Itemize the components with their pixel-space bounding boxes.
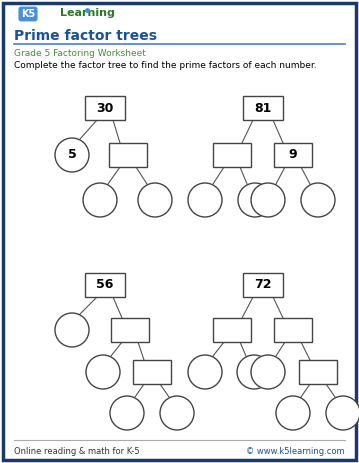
Circle shape [238, 183, 272, 217]
FancyBboxPatch shape [213, 318, 251, 342]
FancyBboxPatch shape [213, 143, 251, 167]
Circle shape [276, 396, 310, 430]
Text: 5: 5 [67, 149, 76, 162]
Circle shape [251, 355, 285, 389]
Text: Online reading & math for K-5: Online reading & math for K-5 [14, 448, 140, 457]
Text: Learning: Learning [60, 8, 115, 18]
FancyBboxPatch shape [111, 318, 149, 342]
Circle shape [188, 355, 222, 389]
Text: Complete the factor tree to find the prime factors of each number.: Complete the factor tree to find the pri… [14, 61, 317, 69]
FancyBboxPatch shape [274, 318, 312, 342]
Circle shape [188, 183, 222, 217]
Circle shape [237, 355, 271, 389]
FancyBboxPatch shape [133, 360, 171, 384]
Text: Grade 5 Factoring Worksheet: Grade 5 Factoring Worksheet [14, 49, 146, 57]
FancyBboxPatch shape [243, 96, 283, 120]
Circle shape [301, 183, 335, 217]
Circle shape [251, 183, 285, 217]
Circle shape [86, 355, 120, 389]
Text: 72: 72 [254, 279, 272, 292]
FancyBboxPatch shape [85, 96, 125, 120]
Circle shape [55, 138, 89, 172]
Circle shape [160, 396, 194, 430]
Circle shape [138, 183, 172, 217]
Circle shape [110, 396, 144, 430]
FancyBboxPatch shape [85, 273, 125, 297]
Text: © www.k5learning.com: © www.k5learning.com [246, 448, 345, 457]
Text: 30: 30 [96, 101, 114, 114]
FancyBboxPatch shape [274, 143, 312, 167]
Circle shape [83, 183, 117, 217]
Circle shape [326, 396, 359, 430]
FancyBboxPatch shape [243, 273, 283, 297]
Text: K5: K5 [21, 9, 35, 19]
FancyBboxPatch shape [109, 143, 147, 167]
Text: Prime factor trees: Prime factor trees [14, 29, 157, 43]
Text: 9: 9 [289, 149, 297, 162]
Text: 81: 81 [254, 101, 272, 114]
FancyBboxPatch shape [299, 360, 337, 384]
Text: 56: 56 [96, 279, 114, 292]
Circle shape [55, 313, 89, 347]
